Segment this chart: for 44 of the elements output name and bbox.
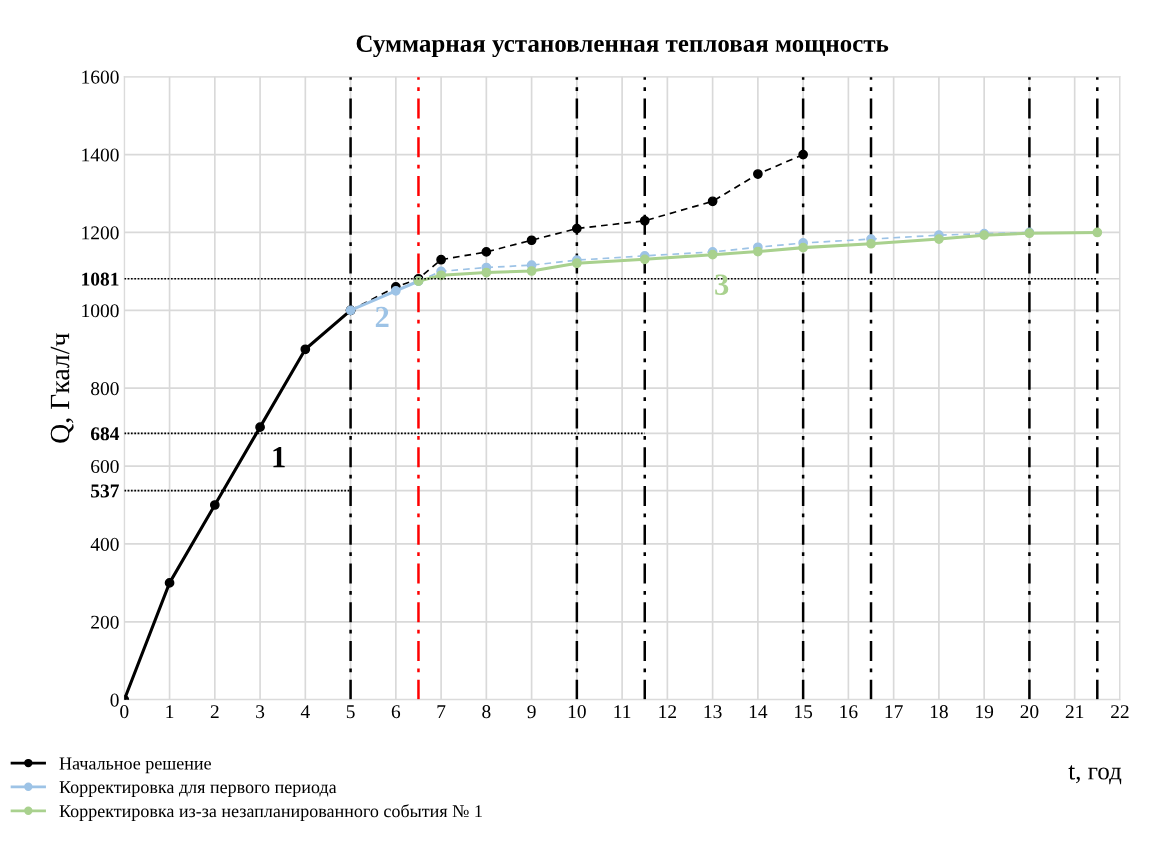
y-tick-label: 1000 <box>82 304 119 318</box>
y-axis-title: Q, Гкал/ч <box>50 333 74 443</box>
x-tick-label: 11 <box>614 705 631 719</box>
x-tick-label: 21 <box>1065 705 1084 719</box>
y-tick-label: 1400 <box>82 148 119 162</box>
x-tick-label: 15 <box>795 705 813 719</box>
x-tick-label: 12 <box>659 705 677 719</box>
x-tick-label: 6 <box>391 705 401 719</box>
x-tick-label: 17 <box>885 705 903 719</box>
chart-title: Суммарная установленная тепловая мощность <box>356 35 889 58</box>
x-tick-label: 0 <box>120 705 129 719</box>
y-tick-label: 800 <box>91 382 119 396</box>
x-tick-label: 13 <box>704 705 722 719</box>
x-tick-label: 5 <box>346 705 355 719</box>
x-tick-label: 9 <box>527 705 536 719</box>
y-tick-label: 200 <box>91 615 119 629</box>
annotation: 1 <box>273 447 285 468</box>
x-tick-label: 14 <box>749 705 768 719</box>
x-tick-label: 2 <box>210 705 219 719</box>
y-tick-label: 1081 <box>82 272 119 286</box>
x-tick-label: 22 <box>1111 705 1129 719</box>
y-tick-label: 1200 <box>82 226 119 240</box>
y-tick-label: 537 <box>91 484 119 498</box>
y-tick-label: 0 <box>110 693 119 707</box>
x-tick-label: 4 <box>300 705 310 719</box>
x-tick-label: 20 <box>1020 705 1039 719</box>
annotation: 2 <box>375 306 389 328</box>
legend-label: Начальное решение <box>59 757 211 774</box>
x-tick-label: 10 <box>568 705 586 719</box>
x-tick-label: 16 <box>840 705 858 719</box>
x-tick-label: 8 <box>482 705 491 719</box>
legend-label: Корректировка из-за незапланированного события № 1 <box>59 804 482 821</box>
x-tick-label: 18 <box>930 705 948 719</box>
x-tick-label: 7 <box>437 705 446 719</box>
y-tick-label: 400 <box>90 537 119 551</box>
y-tick-label: 1600 <box>82 70 119 84</box>
x-tick-label: 19 <box>976 705 994 719</box>
y-tick-label: 600 <box>91 459 119 474</box>
legend-label: Корректировка для первого периода <box>59 781 337 797</box>
x-tick-label: 3 <box>256 705 265 719</box>
x-tick-label: 1 <box>166 705 174 719</box>
y-tick-label: 684 <box>90 427 120 441</box>
annotation: 3 <box>715 274 729 295</box>
x-axis-title: t, год <box>1068 765 1122 785</box>
